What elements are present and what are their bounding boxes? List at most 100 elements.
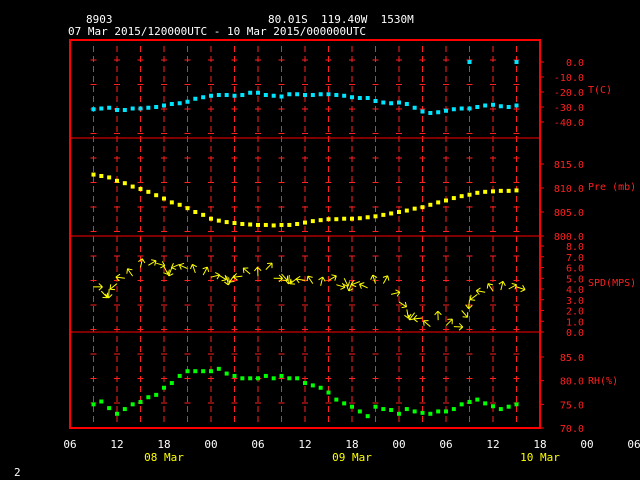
wind-barb-head (404, 301, 408, 307)
wind-barb (148, 260, 157, 266)
wind-barb-head (486, 283, 489, 289)
rh-point (122, 407, 127, 412)
wind-barb (413, 317, 423, 320)
wind-barb-head (409, 318, 415, 321)
pre-point (459, 194, 464, 199)
wind-barb-head (242, 268, 245, 274)
pre-point (357, 216, 362, 221)
wind-barb-head (289, 278, 292, 284)
wind-barb-head (502, 281, 506, 286)
wind-barb (382, 275, 389, 284)
rh-point (451, 407, 456, 412)
wind-barb (408, 312, 416, 321)
rh-point (216, 366, 221, 371)
rh-point (389, 408, 394, 413)
y-tick-label: -10.0 (554, 73, 584, 84)
pre-point (201, 212, 206, 217)
rh-point (459, 402, 464, 407)
plot-frame (69, 39, 541, 429)
pre-point (146, 189, 151, 194)
t-point (365, 96, 370, 100)
t-point (475, 105, 480, 109)
wind-barb (281, 273, 288, 281)
t-point (514, 103, 519, 108)
x-tick-label: 06 (627, 438, 640, 451)
rh-point (240, 376, 245, 381)
pre-point (271, 223, 276, 228)
t-point (287, 92, 292, 97)
t-point (467, 106, 472, 111)
t-point (201, 95, 206, 100)
wind-barb (468, 299, 470, 309)
wind-barb-head (468, 305, 473, 310)
t-point (397, 100, 401, 105)
wind-barb-head (115, 273, 121, 278)
x-tick-label: 06 (251, 438, 264, 451)
t-point (138, 106, 143, 111)
rh-point (130, 402, 135, 407)
pre-point (224, 220, 229, 225)
wind-barb-head (178, 264, 182, 270)
wind-barb-head (170, 263, 174, 268)
t-point (334, 93, 339, 97)
wind-barb (320, 276, 324, 286)
wind-barb (336, 284, 346, 288)
wind-barb-head (437, 310, 442, 316)
t-point (185, 99, 190, 104)
rh-point (326, 390, 331, 395)
wind-barb-head (346, 286, 350, 292)
wind-barb-head (434, 310, 439, 316)
wind-barb-head (228, 277, 230, 283)
y-tick-label: 80.0 (560, 377, 584, 388)
wind-barb-head (351, 284, 357, 288)
rh-point (263, 373, 268, 378)
wind-barb (307, 275, 314, 284)
rh-point (357, 409, 362, 414)
rh-point (201, 369, 206, 374)
rh-point (169, 381, 174, 386)
y-tick-label: 810.0 (554, 184, 584, 195)
wind-barb-head (168, 273, 174, 277)
rh-point (115, 411, 119, 416)
wind-barb-head (127, 268, 133, 271)
wind-barb-head (351, 280, 355, 286)
wind-barb (445, 318, 453, 326)
wind-barb (156, 262, 165, 267)
wind-barb-head (105, 293, 109, 299)
t-point (122, 108, 127, 112)
pre-point (420, 205, 425, 210)
pre-point (115, 178, 119, 183)
wind-barb (359, 283, 368, 289)
pre-point (279, 222, 284, 227)
wind-barb-head (401, 306, 407, 309)
t-point (209, 93, 213, 98)
rh-point (310, 383, 315, 388)
rh-point (287, 376, 292, 381)
y-tick-label: 6.0 (566, 264, 584, 275)
pre-point (451, 196, 456, 201)
wind-barb-head (370, 274, 374, 280)
y-tick-label: 0.0 (566, 328, 584, 339)
t-point (412, 105, 417, 110)
y-tick-label: -40.0 (554, 118, 584, 129)
t-point (115, 108, 119, 112)
rh-point (365, 414, 370, 419)
t-point (483, 103, 488, 108)
wind-barb (296, 278, 306, 281)
station-id: 8903 (86, 13, 113, 26)
pre-point (216, 218, 221, 223)
wind-barb (516, 286, 526, 291)
wind-barb-head (98, 286, 103, 291)
t-point (467, 60, 472, 64)
wind-barb-head (396, 291, 401, 297)
wind-barb (469, 293, 478, 301)
wind-barb-head (413, 314, 418, 320)
wind-barb-head (154, 260, 157, 266)
wind-barb-head (98, 283, 103, 288)
rh-point (177, 373, 182, 378)
rh-point (256, 376, 260, 381)
t-point (451, 107, 456, 112)
pre-point (248, 222, 253, 227)
wind-barb (487, 283, 494, 292)
rh-point (107, 406, 112, 411)
